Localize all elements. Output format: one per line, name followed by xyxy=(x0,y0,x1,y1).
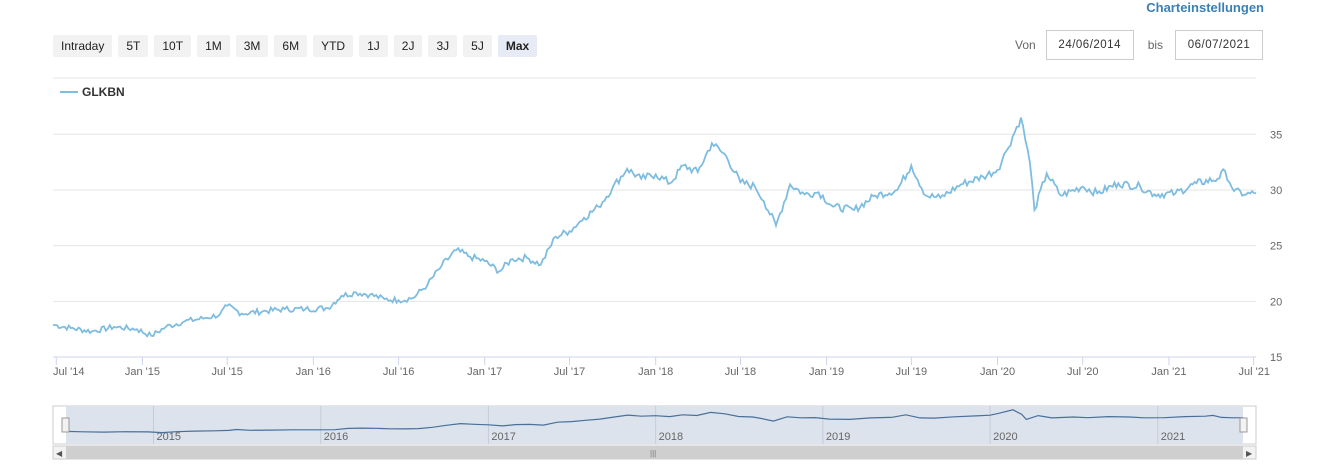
range-button-3j[interactable]: 3J xyxy=(428,35,458,57)
navigator-selection[interactable] xyxy=(66,406,1243,444)
navigator-tick-label: 2019 xyxy=(826,431,850,443)
range-button-ytd[interactable]: YTD xyxy=(313,35,354,57)
x-tick-label: Jan '21 xyxy=(1151,366,1186,378)
x-tick-label: Jan '19 xyxy=(809,366,844,378)
x-tick-label: Jan '17 xyxy=(467,366,502,378)
date-to-label: bis xyxy=(1147,38,1164,52)
series-line-glkbn xyxy=(52,117,1257,338)
date-range: Von bis xyxy=(1015,30,1264,60)
y-tick-label: 20 xyxy=(1270,296,1282,308)
y-tick-label: 15 xyxy=(1270,352,1282,364)
navigator-left-handle[interactable] xyxy=(61,417,70,433)
range-selector: Intraday 5T 10T 1M 3M 6M YTD 1J 2J 3J 5J Max xyxy=(53,35,538,57)
x-tick-label: Jul '16 xyxy=(383,366,414,378)
date-to-input[interactable] xyxy=(1175,30,1264,60)
scroll-left-arrow-icon[interactable]: ◀ xyxy=(56,449,63,458)
x-tick-label: Jul '15 xyxy=(211,366,242,378)
x-tick-label: Jul '19 xyxy=(896,366,927,378)
scrollbar[interactable]: ◀ ▶ ||| xyxy=(52,445,1257,460)
x-axis: Jul '14 Jan '15 Jul '15 Jan '16 Jul '16 Jan '… xyxy=(53,357,1270,378)
navigator-tick-label: 2016 xyxy=(324,431,348,443)
navigator-axis: 2015 2016 2017 2018 2019 2020 2021 xyxy=(153,406,1185,444)
range-button-3m[interactable]: 3M xyxy=(235,35,269,57)
range-button-1j[interactable]: 1J xyxy=(359,35,388,57)
range-button-max[interactable]: Max xyxy=(497,35,538,57)
navigator-tick-label: 2017 xyxy=(491,431,515,443)
legend-label: GLKBN xyxy=(82,85,125,99)
y-tick-label: 25 xyxy=(1270,241,1282,253)
x-tick-label: Jul '18 xyxy=(725,366,756,378)
chart-settings-link[interactable]: Charteinstellungen xyxy=(1146,0,1264,15)
range-button-6m[interactable]: 6M xyxy=(274,35,308,57)
navigator-right-handle[interactable] xyxy=(1239,417,1248,433)
scrollbar-thumb[interactable] xyxy=(66,446,1243,459)
x-tick-label: Jan '15 xyxy=(125,366,160,378)
range-button-1m[interactable]: 1M xyxy=(197,35,230,57)
x-tick-label: Jan '20 xyxy=(980,366,1015,378)
x-tick-label: Jul '14 xyxy=(53,366,84,378)
navigator-tick-label: 2018 xyxy=(659,431,683,443)
range-button-intraday[interactable]: Intraday xyxy=(53,35,113,57)
legend[interactable]: GLKBN xyxy=(60,85,125,99)
x-tick-label: Jan '16 xyxy=(296,366,331,378)
navigator-tick-label: 2015 xyxy=(157,431,181,443)
scroll-right-arrow-icon[interactable]: ▶ xyxy=(1246,449,1253,458)
navigator[interactable]: 2015 2016 2017 2018 2019 2020 2021 xyxy=(52,405,1257,445)
date-from-input[interactable] xyxy=(1045,30,1134,60)
y-tick-label: 30 xyxy=(1270,185,1282,197)
grid-lines xyxy=(53,133,1256,358)
navigator-tick-label: 2020 xyxy=(993,431,1017,443)
range-button-10t[interactable]: 10T xyxy=(154,35,192,57)
scrollbar-grip-icon: ||| xyxy=(650,449,656,458)
range-button-5t[interactable]: 5T xyxy=(118,35,149,57)
x-tick-label: Jul '21 xyxy=(1239,366,1270,378)
navigator-series-line xyxy=(65,409,1244,434)
date-from-label: Von xyxy=(1015,38,1036,52)
x-tick-label: Jan '18 xyxy=(638,366,673,378)
y-tick-label: 35 xyxy=(1270,129,1282,141)
y-axis: 15 20 25 30 35 xyxy=(1270,129,1282,364)
x-tick-label: Jul '17 xyxy=(554,366,585,378)
navigator-tick-label: 2021 xyxy=(1161,431,1185,443)
range-button-2j[interactable]: 2J xyxy=(393,35,423,57)
range-button-5j[interactable]: 5J xyxy=(463,35,492,57)
x-tick-label: Jul '20 xyxy=(1067,366,1098,378)
